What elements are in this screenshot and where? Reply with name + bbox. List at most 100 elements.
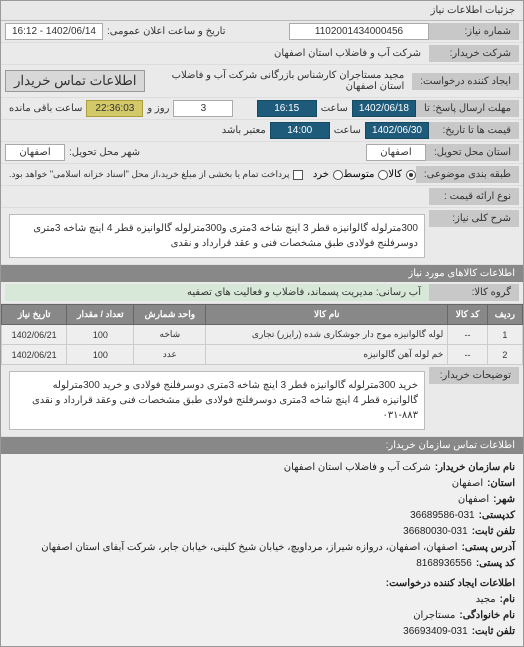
cell: -- (448, 325, 487, 345)
cell: شاخه (134, 325, 206, 345)
tel-val: 36693409-031 (403, 624, 468, 640)
tab-title: جزئیات اطلاعات نیاز (1, 1, 523, 21)
requester-label: ایجاد کننده درخواست: (412, 73, 519, 90)
remain-time: 22:36:03 (86, 100, 143, 117)
cell: 1 (487, 325, 522, 345)
postal-val: 36689586-031 (410, 508, 475, 524)
province-value: اصفهان (366, 144, 426, 161)
payment-label: طبقه بندی موضوعی: (416, 166, 519, 183)
goods-group-row: گروه کالا: آب رسانی: مدیریت پسماند، فاضل… (1, 282, 523, 304)
buyer-notes-box: خرید 300مترلوله گالوانیزه قطر 3 اینچ شاخ… (9, 371, 425, 430)
remain-label: ساعت باقی مانده (5, 103, 86, 114)
deadline-label: مهلت ارسال پاسخ: تا (416, 100, 519, 117)
th-code: کد کالا (448, 305, 487, 325)
price-method-row: نوع ارائه قیمت : (1, 186, 523, 208)
remain-days-label: روز و (143, 103, 173, 114)
buyer-value: شرکت آب و فاضلاب استان اصفهان (5, 45, 429, 62)
goods-section-header: اطلاعات کالاهای مورد نیاز (1, 265, 523, 282)
radio-icon (406, 170, 416, 180)
city-label2: شهر: (493, 492, 515, 508)
postal-label: کدپستی: (479, 508, 515, 524)
phone-val: 36680030-031 (403, 524, 468, 540)
tel-label: تلفن ثابت: (472, 624, 515, 640)
th-name: نام کالا (206, 305, 448, 325)
cell: 2 (487, 345, 522, 365)
payment-row: طبقه بندی موضوعی: کالا متوسط خرد پرداخت … (1, 164, 523, 186)
contact-buyer-button[interactable]: اطلاعات تماس خریدار (5, 70, 145, 92)
province-val: اصفهان (452, 476, 483, 492)
number-value: 1102001434000456 (289, 23, 429, 40)
requester-row: ایجاد کننده درخواست: مجید مستاجران کارشن… (1, 65, 523, 98)
cell: 100 (67, 345, 134, 365)
location-label: استان محل تحویل: (426, 144, 519, 161)
radio-label-2: خرد (313, 169, 329, 180)
radio-small[interactable]: خرد (313, 169, 343, 180)
deadline-row: مهلت ارسال پاسخ: تا 1402/06/18 ساعت 16:1… (1, 98, 523, 120)
goods-group-label: گروه کالا: (429, 284, 519, 301)
org-label: نام سازمان خریدار: (435, 460, 515, 476)
radio-label-1: متوسط (343, 169, 374, 180)
remain-days: 3 (173, 100, 233, 117)
radio-medium[interactable]: متوسط (343, 169, 388, 180)
desc-label: شرح کلی نیاز: (429, 210, 519, 227)
lname-val: مستاجران (413, 608, 455, 624)
deadline-date: 1402/06/18 (352, 100, 416, 117)
treasury-checkbox[interactable] (293, 170, 303, 180)
location-row: استان محل تحویل: اصفهان شهر محل تحویل: ا… (1, 142, 523, 164)
phone-label: تلفن ثابت: (472, 524, 515, 540)
desc-row: شرح کلی نیاز: 300مترلوله گالوانیزه قطر 3… (1, 208, 523, 265)
details-panel: جزئیات اطلاعات نیاز شماره نیاز: 11020014… (0, 0, 524, 647)
radio-kala[interactable]: کالا (388, 169, 416, 180)
th-row: ردیف (487, 305, 522, 325)
valid-time-label: ساعت (330, 125, 365, 136)
valid-label: قیمت ها تا تاریخ: (429, 122, 519, 139)
req-number-row: شماره نیاز: 1102001434000456 تاریخ و ساع… (1, 21, 523, 43)
valid-until-row: قیمت ها تا تاریخ: 1402/06/30 ساعت 14:00 … (1, 120, 523, 142)
valid-text: معتبر باشد (218, 125, 270, 136)
valid-date: 1402/06/30 (365, 122, 429, 139)
mailbox-val: 8168936556 (416, 556, 472, 572)
mailbox-label: کد پستی: (476, 556, 515, 572)
table-row: 2 -- خم لوله آهن گالوانیزه عدد 100 1402/… (2, 345, 523, 365)
deadline-time-label: ساعت (317, 103, 352, 114)
province-label: استان: (487, 476, 515, 492)
treasury-note: پرداخت تمام یا بخشی از مبلغ خرید،از محل … (5, 169, 293, 180)
org-value: شرکت آب و فاضلاب استان اصفهان (284, 460, 431, 476)
city-value: اصفهان (5, 144, 65, 161)
radio-icon (378, 170, 388, 180)
contact-section-header: اطلاعات تماس سازمان خریدار: (1, 437, 523, 454)
creator-section: اطلاعات ایجاد کننده درخواست: (386, 576, 515, 592)
lname-label: نام خانوادگی: (459, 608, 515, 624)
cell: -- (448, 345, 487, 365)
th-unit: واحد شمارش (134, 305, 206, 325)
price-method-label: نوع ارائه قیمت : (429, 188, 519, 205)
date-value: 1402/06/14 - 16:12 (5, 23, 103, 40)
cell: 1402/06/21 (2, 345, 67, 365)
requester-value: مجید مستاجران کارشناس بازرگانی شرکت آب و… (145, 67, 412, 95)
buyer-row: شرکت خریدار: شرکت آب و فاضلاب استان اصفه… (1, 43, 523, 65)
fname-val: مجید (476, 592, 496, 608)
cell: 100 (67, 325, 134, 345)
address-val: اصفهان، اصفهان، دروازه شیراز، مرداویچ، خ… (41, 540, 457, 556)
buyer-notes-row: توضیحات خریدار: خرید 300مترلوله گالوانیز… (1, 365, 523, 437)
city-val: اصفهان (458, 492, 489, 508)
buyer-notes-text: خرید 300مترلوله گالوانیزه قطر 3 اینچ شاخ… (32, 380, 418, 406)
goods-table: ردیف کد کالا نام کالا واحد شمارش تعداد /… (1, 304, 523, 365)
th-qty: تعداد / مقدار (67, 305, 134, 325)
number-label: شماره نیاز: (429, 23, 519, 40)
buyer-notes-label: توضیحات خریدار: (429, 367, 519, 384)
city-label: شهر محل تحویل: (65, 147, 144, 158)
cell: 1402/06/21 (2, 325, 67, 345)
cell: عدد (134, 345, 206, 365)
cell: لوله گالوانیزه موج دار جوشکاری شده (رایز… (206, 325, 448, 345)
valid-time: 14:00 (270, 122, 330, 139)
address-label: آدرس پستی: (462, 540, 515, 556)
buyer-label: شرکت خریدار: (429, 45, 519, 62)
fname-label: نام: (500, 592, 515, 608)
radio-icon (333, 170, 343, 180)
contact-info: نام سازمان خریدار: شرکت آب و فاضلاب استا… (1, 454, 523, 646)
desc-text: 300مترلوله گالوانیزه قطر 3 اینچ شاخه 3مت… (9, 214, 425, 258)
date-label: تاریخ و ساعت اعلان عمومی: (103, 26, 230, 37)
table-row: 1 -- لوله گالوانیزه موج دار جوشکاری شده … (2, 325, 523, 345)
cell: خم لوله آهن گالوانیزه (206, 345, 448, 365)
